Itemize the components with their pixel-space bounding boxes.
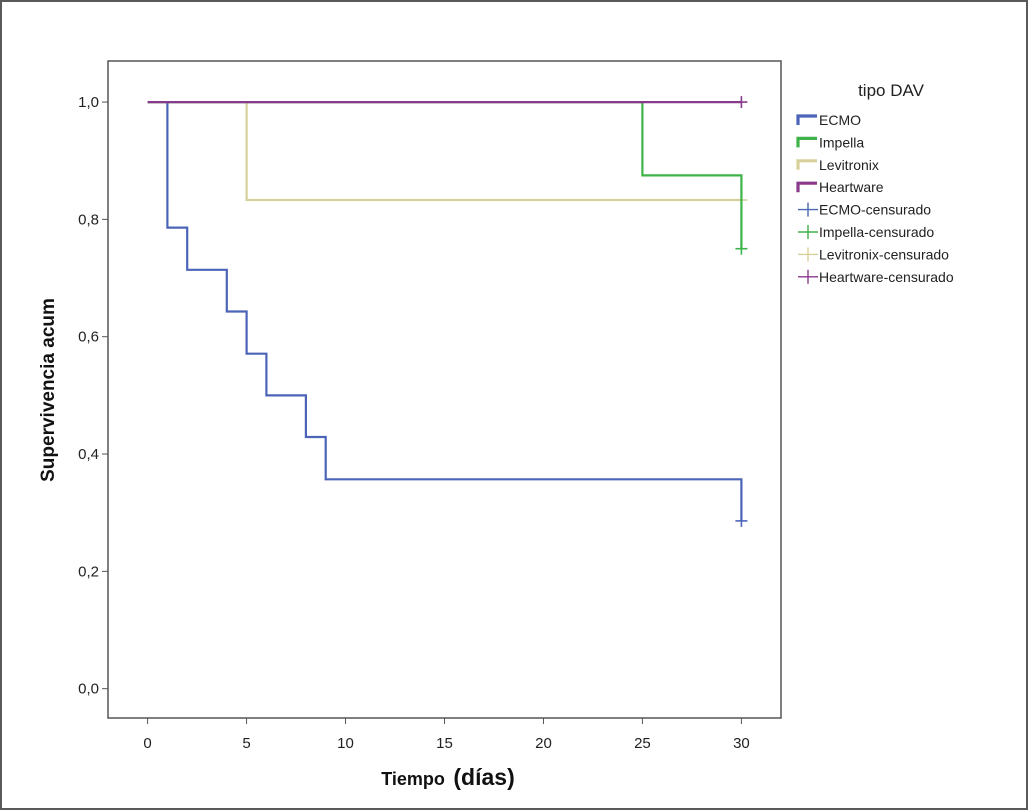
y-tick-label: 0,6 [78, 329, 99, 346]
censor-mark-heartware [735, 96, 748, 109]
series-group [147, 96, 748, 527]
legend-label: Impella-censurado [819, 224, 934, 240]
legend-label: Impella [819, 134, 864, 150]
x-tick-label: 0 [143, 735, 151, 752]
x-tick-label: 25 [634, 735, 651, 752]
y-tick-label: 0,8 [78, 211, 99, 228]
legend: tipo DAV ECMO Impella Levitronix Heartware EC… [796, 81, 954, 285]
legend-entry: ECMO [796, 112, 861, 128]
legend-label: Levitronix-censurado [819, 246, 949, 262]
legend-entry: Levitronix [796, 157, 879, 173]
legend-entry: Impella [796, 134, 864, 150]
legend-label: Heartware-censurado [819, 269, 954, 285]
legend-swatch-line [796, 114, 817, 125]
censor-mark-impella [735, 242, 748, 255]
legend-label: Levitronix [819, 157, 879, 173]
legend-swatch-line [796, 159, 817, 170]
x-axis-title: Tiempo (días) [381, 764, 514, 790]
legend-entry: Levitronix-censurado [798, 246, 949, 262]
y-tick-label: 0,0 [78, 681, 99, 698]
plot-area [107, 60, 782, 719]
x-tick-label: 20 [535, 735, 552, 752]
y-axis-title: Supervivencia acum [38, 298, 59, 482]
censor-mark-ecmo [735, 514, 748, 527]
legend-label: Heartware [819, 179, 884, 195]
legend-label: ECMO [819, 112, 861, 128]
series-line-ecmo [166, 102, 743, 521]
x-tick-label: 5 [242, 735, 250, 752]
axes: 0,0 0,2 0,4 0,6 0,8 1,0 0 5 10 15 20 25 30 [78, 94, 750, 752]
legend-title: tipo DAV [858, 81, 924, 100]
y-tick-label: 0,4 [78, 446, 99, 463]
x-tick-label: 15 [436, 735, 453, 752]
legend-label: ECMO-censurado [819, 202, 931, 218]
legend-swatch-line [796, 136, 817, 148]
x-tick-label: 10 [337, 735, 354, 752]
x-tick-label: 30 [733, 735, 750, 752]
legend-swatch-line [796, 181, 817, 193]
y-tick-label: 0,2 [78, 563, 99, 580]
legend-entry: Heartware-censurado [798, 269, 954, 285]
x-axis-title-suffix: (días) [453, 764, 514, 790]
legend-entry: Heartware [796, 179, 884, 195]
y-tick-label: 1,0 [78, 94, 99, 111]
legend-entry: Impella-censurado [798, 224, 934, 240]
legend-entry: ECMO-censurado [798, 202, 931, 218]
x-axis-title-main: Tiempo [381, 769, 445, 789]
